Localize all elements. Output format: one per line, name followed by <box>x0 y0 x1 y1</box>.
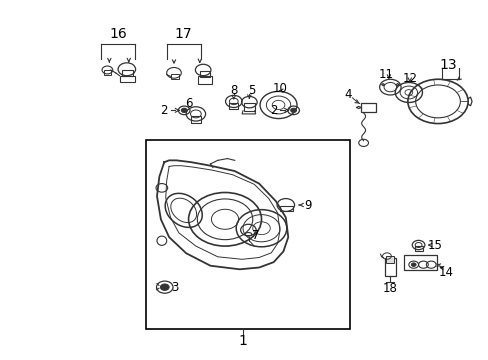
Text: 13: 13 <box>439 58 457 72</box>
Text: 18: 18 <box>382 282 397 295</box>
Text: 12: 12 <box>402 72 416 85</box>
Text: 15: 15 <box>427 239 441 252</box>
Bar <box>122 70 132 76</box>
Bar <box>244 103 255 111</box>
Bar <box>198 76 212 84</box>
Bar <box>119 76 135 82</box>
Text: 2: 2 <box>160 104 167 117</box>
Circle shape <box>181 108 187 112</box>
Text: 4: 4 <box>343 88 351 101</box>
Circle shape <box>160 284 169 291</box>
Text: 2: 2 <box>270 104 277 117</box>
Bar <box>403 255 436 270</box>
Bar <box>386 256 393 263</box>
Text: 8: 8 <box>230 84 237 97</box>
Bar <box>384 258 395 276</box>
Text: 6: 6 <box>185 98 192 111</box>
Text: 17: 17 <box>175 27 192 41</box>
Circle shape <box>290 108 296 112</box>
Bar <box>361 103 375 112</box>
Text: 5: 5 <box>247 84 255 97</box>
Bar <box>200 71 210 77</box>
Text: 7: 7 <box>251 229 259 242</box>
Bar <box>414 246 423 251</box>
Bar <box>170 73 179 78</box>
Text: 16: 16 <box>109 27 127 41</box>
Bar <box>190 116 201 123</box>
Text: 11: 11 <box>378 68 393 81</box>
Bar <box>104 70 111 75</box>
Circle shape <box>410 263 415 266</box>
Bar <box>229 103 238 109</box>
Bar <box>280 206 292 211</box>
Text: 9: 9 <box>303 198 311 212</box>
Text: 10: 10 <box>272 82 287 95</box>
Text: 3: 3 <box>171 281 179 294</box>
Bar <box>145 140 349 329</box>
Text: 14: 14 <box>438 266 453 279</box>
Text: 1: 1 <box>238 334 247 348</box>
